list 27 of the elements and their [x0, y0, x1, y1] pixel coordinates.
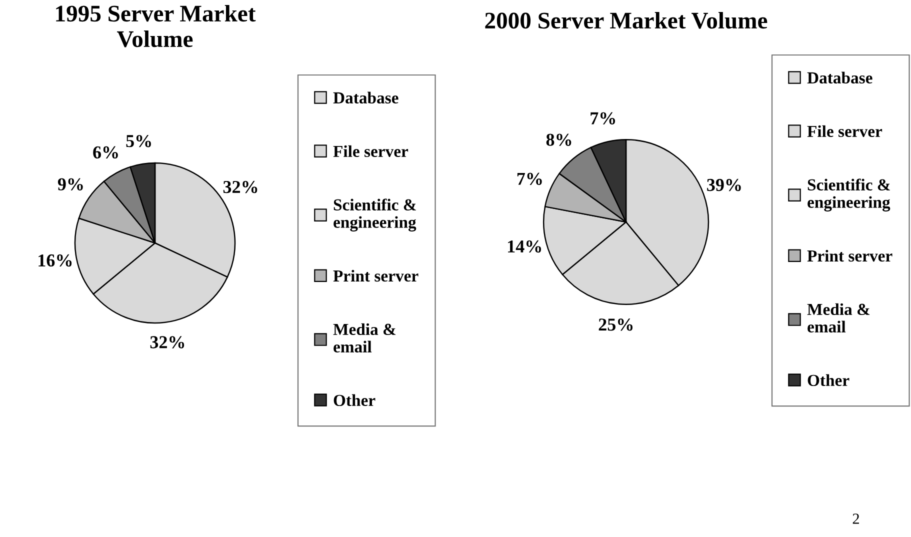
data-label: 7%	[517, 172, 542, 186]
legend-label: Other	[808, 374, 850, 386]
legend-label: Database	[807, 72, 872, 84]
data-label: 39%	[707, 178, 741, 192]
legend-label: File server	[333, 145, 408, 158]
data-label: 6%	[93, 146, 118, 159]
data-label: 9%	[58, 178, 83, 190]
data-label: 25%	[598, 318, 633, 331]
legend-label: Scientific & engineering	[334, 198, 416, 232]
legend-label: Media & email	[807, 303, 870, 332]
legend-label: Scientific & engineering	[808, 178, 890, 212]
legend-label: Database	[333, 92, 398, 104]
data-label: 7%	[590, 112, 616, 124]
data-label: 5%	[126, 134, 151, 148]
chart-title: 1995 Server Market Volume	[56, 5, 256, 48]
data-label: 32%	[223, 180, 258, 194]
legend-label: Print server	[333, 270, 418, 282]
data-label: 8%	[546, 134, 572, 146]
legend-label: File server	[807, 125, 882, 138]
legend-label: Other	[334, 394, 376, 406]
data-label: 16%	[38, 254, 72, 267]
data-label: 32%	[150, 336, 184, 348]
data-label: 14%	[508, 240, 542, 253]
chart-title: 2000 Server Market Volume	[485, 12, 768, 29]
legend-label: Print server	[807, 250, 892, 262]
legend-label: Media & email	[333, 323, 396, 352]
text: 2	[852, 514, 859, 524]
